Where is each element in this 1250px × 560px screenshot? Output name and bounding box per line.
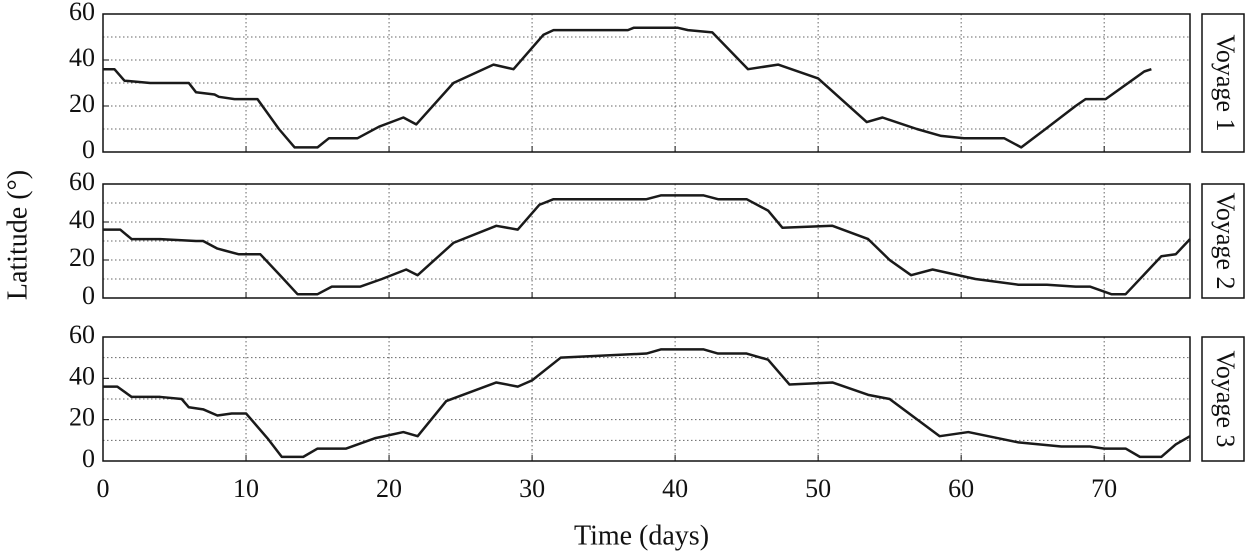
y-tick-label: 0 [82,135,95,164]
panel-title-box [1201,13,1245,153]
y-tick-label: 20 [69,89,95,118]
plot-frame [102,336,1191,462]
y-tick-label: 60 [69,320,95,349]
x-tick-label: 50 [805,474,831,503]
x-tick-label: 70 [1091,474,1117,503]
x-axis-label: Time (days) [574,520,709,551]
panel-title: Voyage 3 [1211,350,1240,447]
data-line [103,26,1152,149]
y-tick-label: 0 [82,281,95,310]
y-axis-label: Latitude (°) [2,170,33,300]
panel-title: Voyage 2 [1211,192,1240,289]
x-tick-label: 30 [519,474,545,503]
y-tick-label: 40 [69,205,95,234]
plot-frame [102,13,1191,153]
y-tick-label: 20 [69,243,95,272]
panel-title: Voyage 1 [1211,34,1240,131]
x-tick-label: 20 [376,474,402,503]
y-tick-label: 60 [69,0,95,26]
panel-title-box [1201,183,1245,299]
x-tick-label: 40 [662,474,688,503]
data-line [103,348,1191,459]
x-tick-label: 0 [97,474,110,503]
y-tick-label: 0 [82,444,95,473]
y-tick-label: 40 [69,361,95,390]
panel-title-box [1201,336,1245,462]
x-tick-label: 60 [948,474,974,503]
data-line [103,194,1191,296]
x-tick-label: 10 [233,474,259,503]
y-tick-label: 60 [69,167,95,196]
plot-frame [102,183,1191,299]
y-tick-label: 20 [69,403,95,432]
y-tick-label: 40 [69,43,95,72]
